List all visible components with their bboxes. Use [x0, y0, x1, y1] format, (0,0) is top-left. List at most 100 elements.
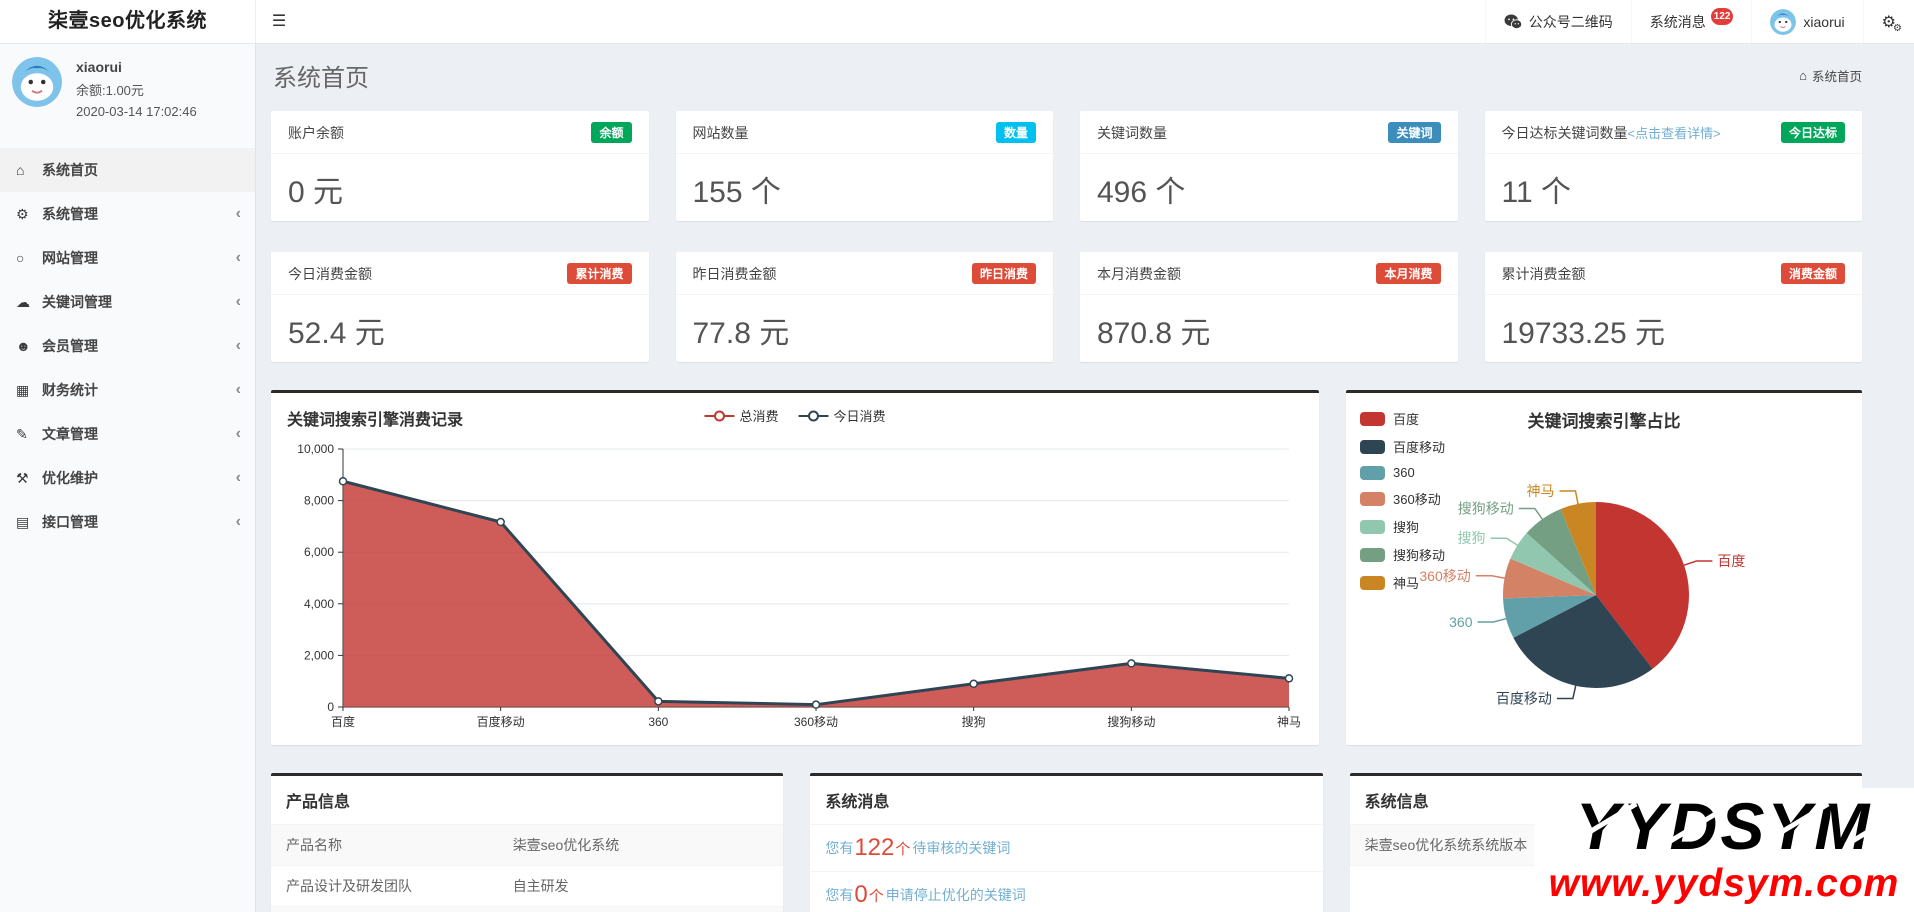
- svg-text:8,000: 8,000: [304, 494, 334, 508]
- legend-label: 360: [1393, 465, 1415, 480]
- stat-card-2: 网站数量 数量 155 个: [675, 111, 1053, 221]
- sidebar-item-5[interactable]: ☻ 会员管理 ‹: [0, 324, 255, 368]
- user-menu-item[interactable]: xiaorui: [1751, 0, 1862, 43]
- stat-card-value: 77.8 元: [692, 317, 790, 350]
- stat-card-detail-link[interactable]: <点击查看详情>: [1627, 125, 1721, 141]
- sidebar-item-4[interactable]: ☁ 关键词管理 ‹: [0, 280, 255, 324]
- stat-card-badge: 本月消费: [1376, 263, 1441, 284]
- pie-chart-title: 关键词搜索引擎占比: [1527, 412, 1681, 431]
- legend-swatch: [1360, 439, 1385, 454]
- sidebar-item-7[interactable]: ✎ 文章管理 ‹: [0, 412, 255, 456]
- product-info-value: 自主研发: [512, 878, 569, 894]
- sidebar-item-3[interactable]: ○ 网站管理 ‹: [0, 236, 255, 280]
- sidebar-item-label: 网站管理: [42, 250, 98, 266]
- stat-card-4: 今日达标关键词数量<点击查看详情> 今日达标 11 个: [1484, 111, 1862, 221]
- svg-text:神马: 神马: [1526, 483, 1554, 499]
- stat-card-badge: 累计消费: [567, 263, 632, 284]
- svg-text:神马: 神马: [1277, 715, 1301, 729]
- legend-label: 神马: [1393, 576, 1420, 591]
- sidebar-balance: 余额:1.00元: [76, 83, 144, 98]
- svg-text:百度移动: 百度移动: [477, 714, 525, 729]
- circle-o-icon: ○: [16, 250, 25, 266]
- legend-item-总消费[interactable]: 总消费: [704, 406, 779, 425]
- pie-legend-item-搜狗移动[interactable]: 搜狗移动: [1360, 545, 1445, 564]
- stat-card-header: 昨日消费金额 昨日消费: [675, 252, 1053, 295]
- watermark-line1: YYDSYM: [1540, 790, 1914, 862]
- edit-icon: ✎: [16, 426, 28, 442]
- app-brand[interactable]: 柒壹seo优化系统: [0, 0, 256, 43]
- stat-card-7: 本月消费金额 本月消费 870.8 元: [1080, 252, 1458, 362]
- sidebar-item-2[interactable]: ⚙ 系统管理 ‹: [0, 192, 255, 236]
- sidebar-item-1[interactable]: ⌂ 系统首页: [0, 148, 255, 192]
- engine-pie-card: 关键词搜索引擎占比 百度 百度移动 360 360移动 搜狗 搜狗移动 神马 百度 百度移动 3…: [1346, 390, 1862, 745]
- stat-card-value: 155 个: [692, 176, 781, 209]
- line-chart-legend: 总消费 今日消费: [704, 406, 886, 425]
- users-icon: ☻: [16, 338, 31, 354]
- book-icon: ▤: [16, 514, 30, 530]
- settings-menu-item[interactable]: ⚙ ⚙: [1862, 0, 1914, 43]
- stat-card-6: 昨日消费金额 昨日消费 77.8 元: [675, 252, 1053, 362]
- system-message-link-1[interactable]: 您有 122 个待审核的关键词: [810, 825, 1323, 872]
- pie-legend-item-360[interactable]: 360: [1360, 465, 1445, 480]
- main-content: 系统首页 ⌂ 系统首页 账户余额 余额 0 元网站数量 数量 155 个关键词数量 关键词…: [256, 44, 1914, 912]
- messages-menu-item[interactable]: 系统消息 122: [1630, 0, 1752, 43]
- username-label: xiaorui: [1803, 13, 1845, 30]
- pie-legend-item-百度移动[interactable]: 百度移动: [1360, 437, 1445, 456]
- pie-legend-item-神马[interactable]: 神马: [1360, 573, 1445, 592]
- sidebar-item-label: 系统首页: [42, 162, 98, 178]
- svg-text:搜狗: 搜狗: [962, 714, 986, 729]
- sidebar-toggle-button[interactable]: ☰: [271, 13, 287, 30]
- sidebar-avatar: [12, 57, 62, 107]
- legend-label: 百度: [1393, 412, 1420, 427]
- credit-card-icon: ▦: [16, 382, 30, 398]
- product-info-row: 产品名称 柒壹seo优化系统: [271, 825, 784, 866]
- breadcrumb[interactable]: ⌂ 系统首页: [1799, 66, 1862, 85]
- sidebar-item-6[interactable]: ▦ 财务统计 ‹: [0, 368, 255, 412]
- system-message-link-2[interactable]: 您有 0 个申请停止优化的关键词: [810, 872, 1322, 912]
- stat-card-value: 496 个: [1097, 176, 1186, 209]
- product-info-value: 柒壹seo优化系统: [512, 837, 620, 853]
- legend-swatch: [1360, 547, 1385, 562]
- sidebar-user-panel: xiaorui 余额:1.00元 2020-03-14 17:02:46: [0, 44, 255, 140]
- stat-card-badge: 消费金额: [1780, 263, 1845, 284]
- home-icon: ⌂: [16, 162, 25, 178]
- message-count: 122: [854, 834, 895, 861]
- stat-card-header: 网站数量 数量: [675, 111, 1053, 154]
- pie-legend-item-百度[interactable]: 百度: [1360, 409, 1445, 428]
- legend-label: 百度移动: [1393, 440, 1446, 455]
- line-chart-title: 关键词搜索引擎消费记录: [287, 412, 464, 429]
- pie-legend-item-360移动[interactable]: 360移动: [1360, 489, 1445, 508]
- wechat-icon: [1504, 13, 1522, 30]
- message-unit: 个: [895, 840, 911, 858]
- sidebar: xiaorui 余额:1.00元 2020-03-14 17:02:46 ⌂ 系统…: [0, 44, 256, 912]
- stat-card-value: 0 元: [288, 176, 344, 209]
- legend-item-今日消费[interactable]: 今日消费: [798, 406, 886, 425]
- sidebar-menu: ⌂ 系统首页 ⚙ 系统管理 ‹ ○ 网站管理 ‹ ☁ 关键词管理 ‹ ☻ 会员管理 ‹ ▦ 财务统计 ‹ ✎ 文章管…: [0, 148, 255, 544]
- breadcrumb-label: 系统首页: [1811, 70, 1862, 84]
- stat-cards-grid: 账户余额 余额 0 元网站数量 数量 155 个关键词数量 关键词 496 个今日达标关键词…: [271, 111, 1862, 362]
- stat-card-label: 账户余额: [288, 124, 344, 141]
- stat-card-label: 今日达标关键词数量<点击查看详情>: [1501, 124, 1721, 141]
- svg-text:2,000: 2,000: [304, 648, 334, 662]
- stat-card-header: 今日达标关键词数量<点击查看详情> 今日达标: [1484, 111, 1862, 154]
- sidebar-item-label: 系统管理: [42, 206, 98, 222]
- product-info-row: 所在用户组超级管理员: [271, 907, 784, 912]
- qrcode-label: 公众号二维码: [1528, 13, 1613, 30]
- messages-label: 系统消息: [1649, 13, 1706, 30]
- product-info-title: 产品信息: [271, 776, 784, 825]
- sidebar-item-9[interactable]: ▤ 接口管理 ‹: [0, 500, 255, 544]
- qrcode-menu-item[interactable]: 公众号二维码: [1484, 0, 1631, 43]
- pie-legend-item-搜狗[interactable]: 搜狗: [1360, 517, 1445, 536]
- svg-text:搜狗: 搜狗: [1458, 530, 1486, 546]
- stat-card-1: 账户余额 余额 0 元: [271, 111, 649, 221]
- legend-swatch: [1360, 411, 1385, 426]
- sidebar-item-8[interactable]: ⚒ 优化维护 ‹: [0, 456, 255, 500]
- stat-card-badge: 关键词: [1388, 122, 1441, 143]
- chevron-left-icon: ‹: [235, 381, 241, 398]
- stat-card-badge: 余额: [591, 122, 632, 143]
- stat-card-label: 今日消费金额: [288, 265, 372, 282]
- pie-chart-legend: 百度百度移动 360 360移动搜狗搜狗移动神马: [1360, 409, 1445, 601]
- product-info-row: 产品设计及研发团队 自主研发: [271, 866, 784, 907]
